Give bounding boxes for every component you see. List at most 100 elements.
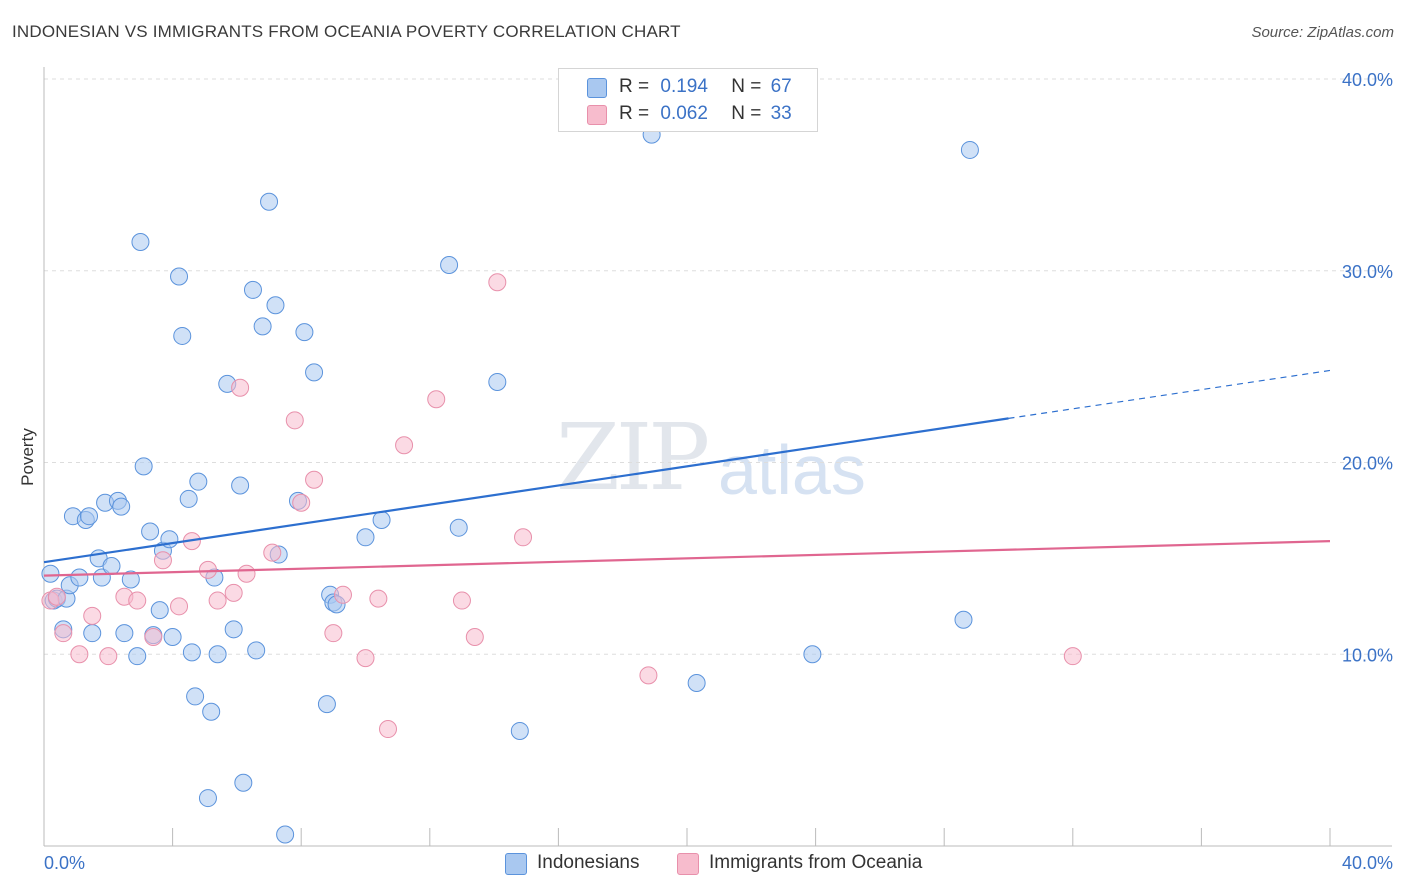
data-point: [170, 267, 189, 286]
data-point: [128, 647, 147, 666]
data-point: [189, 472, 208, 491]
data-point: [379, 720, 398, 739]
legend-r-label: R =: [619, 76, 650, 97]
data-point: [253, 317, 272, 336]
legend-n-value: 67: [770, 76, 792, 97]
data-point: [954, 610, 973, 629]
data-point: [292, 493, 311, 512]
data-point: [510, 721, 529, 740]
data-point: [427, 390, 446, 409]
data-point: [224, 620, 243, 639]
data-point: [356, 649, 375, 668]
data-point: [47, 587, 66, 606]
data-point: [128, 591, 147, 610]
data-point: [153, 551, 172, 570]
data-point: [687, 674, 706, 693]
legend-n-label: N =: [731, 103, 762, 124]
data-point: [356, 528, 375, 547]
data-point: [224, 583, 243, 602]
data-point: [237, 564, 256, 583]
data-point: [285, 411, 304, 430]
data-point: [83, 606, 102, 625]
y-tick-label: 10.0%: [1342, 645, 1393, 665]
data-point: [70, 645, 89, 664]
data-point: [141, 522, 160, 541]
data-point: [208, 591, 227, 610]
data-point: [134, 457, 153, 476]
bottom-legend-label: Indonesians: [537, 852, 640, 873]
y-tick-label: 40.0%: [1342, 70, 1393, 90]
y-axis-label: Poverty: [18, 428, 37, 486]
data-point: [452, 591, 471, 610]
data-point: [198, 560, 217, 579]
legend-n-label: N =: [731, 76, 762, 97]
data-point: [295, 323, 314, 342]
data-point: [170, 597, 189, 616]
legend-swatch-indonesians: [587, 78, 607, 98]
data-point: [231, 476, 250, 495]
data-point: [369, 589, 388, 608]
data-point: [70, 568, 89, 587]
legend-swatch-oceania: [587, 105, 607, 125]
data-point: [102, 557, 121, 576]
data-point: [449, 518, 468, 537]
data-point: [186, 687, 205, 706]
data-point: [182, 643, 201, 662]
watermark-zip: ZIP: [556, 404, 710, 511]
data-point: [263, 543, 282, 562]
data-point: [99, 647, 118, 666]
data-point: [202, 702, 221, 721]
legend-r-label: R =: [619, 103, 650, 124]
data-point: [333, 585, 352, 604]
data-point: [247, 641, 266, 660]
trend-line: [43, 417, 1009, 564]
data-point: [41, 564, 60, 583]
data-point: [54, 624, 73, 643]
legend-r-value: 0.062: [660, 103, 708, 124]
legend-r-value: 0.194: [660, 76, 708, 97]
data-point: [260, 192, 279, 211]
bottom-legend-swatch-indonesians: [505, 853, 527, 875]
source-credit: Source: ZipAtlas.com: [1251, 24, 1394, 41]
stats-legend: R = 0.194 N = 67 R = 0.062 N = 33: [558, 68, 818, 132]
data-point: [465, 627, 484, 646]
y-tick-label: 30.0%: [1342, 262, 1393, 282]
data-point: [83, 624, 102, 643]
data-point: [639, 666, 658, 685]
data-point: [243, 280, 262, 299]
trend-line: [43, 540, 1331, 577]
data-point: [231, 378, 250, 397]
data-point: [960, 140, 979, 159]
data-point: [514, 528, 533, 547]
data-point: [1063, 647, 1082, 666]
data-point: [395, 436, 414, 455]
data-point: [112, 497, 131, 516]
data-point: [372, 511, 391, 530]
legend-n-value: 33: [770, 103, 792, 124]
data-point: [173, 326, 192, 345]
data-point: [208, 645, 227, 664]
x-tick-label: 0.0%: [44, 853, 85, 873]
bottom-legend-label: Immigrants from Oceania: [709, 852, 923, 873]
data-point: [179, 489, 198, 508]
data-point: [803, 645, 822, 664]
data-point: [163, 627, 182, 646]
data-point: [317, 695, 336, 714]
data-point: [488, 273, 507, 292]
data-point: [488, 372, 507, 391]
data-point: [80, 507, 99, 526]
data-point: [150, 601, 169, 620]
data-point: [198, 789, 217, 808]
x-tick-label: 40.0%: [1342, 853, 1393, 873]
data-point: [276, 825, 295, 844]
data-point: [324, 624, 343, 643]
data-point: [131, 232, 150, 251]
data-point: [234, 773, 253, 792]
y-tick-label: 20.0%: [1342, 454, 1393, 474]
chart-title: INDONESIAN VS IMMIGRANTS FROM OCEANIA PO…: [12, 22, 681, 41]
data-point: [266, 296, 285, 315]
data-point: [440, 255, 459, 274]
data-point: [305, 363, 324, 382]
data-point: [121, 570, 140, 589]
